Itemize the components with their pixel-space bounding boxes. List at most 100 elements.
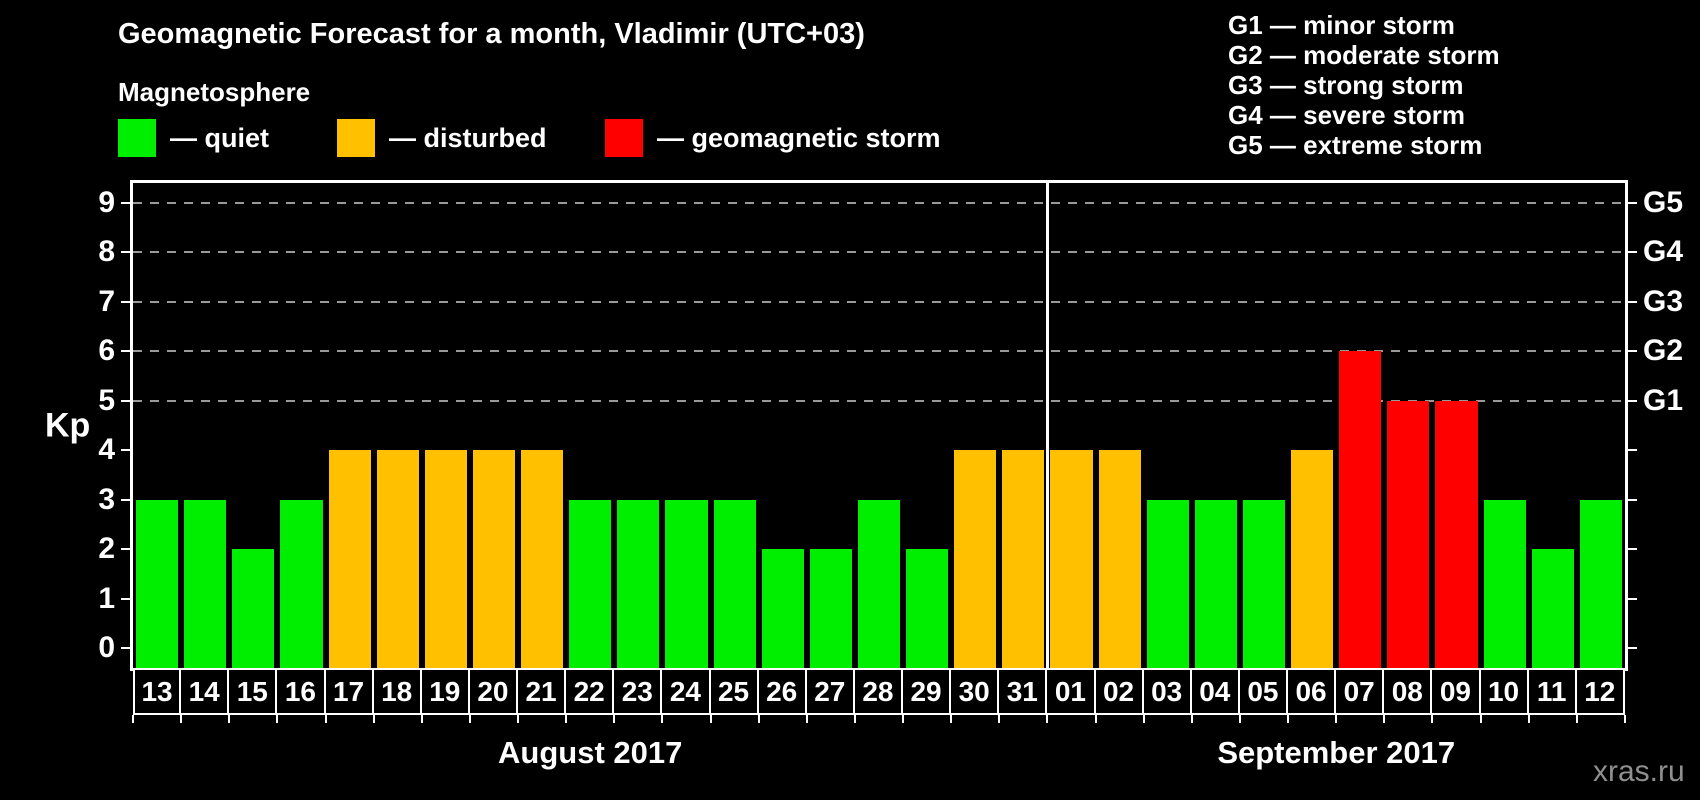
- kp-bar-day-10: [1483, 499, 1526, 668]
- gridline-kp8: [133, 251, 1625, 254]
- day-label-26: 26: [756, 668, 807, 715]
- legend-item-disturbed: — disturbed: [337, 119, 547, 157]
- kp-bar-day-07: [1339, 351, 1382, 668]
- g-scale-label-g5: G5: [1643, 185, 1684, 219]
- bottom-boundary-tick: [998, 715, 1001, 723]
- left-tick-kp3: [121, 498, 130, 501]
- kp-bar-day-05: [1242, 499, 1286, 668]
- kp-bar-day-15: [232, 549, 275, 668]
- bottom-boundary-tick: [468, 715, 471, 723]
- kp-bar-day-09: [1435, 400, 1478, 668]
- day-label-21: 21: [516, 668, 567, 715]
- bottom-boundary-tick: [853, 715, 856, 723]
- quiet-color-swatch: [118, 119, 156, 157]
- day-label-19: 19: [419, 668, 470, 715]
- kp-bar-day-02: [1098, 450, 1141, 668]
- bottom-boundary-tick: [228, 715, 231, 723]
- day-label-03: 03: [1141, 668, 1192, 715]
- day-label-28: 28: [852, 668, 903, 715]
- magnetosphere-subtitle: Magnetosphere: [118, 77, 311, 107]
- bottom-boundary-tick: [1527, 715, 1530, 723]
- day-label-09: 09: [1430, 668, 1481, 715]
- day-label-27: 27: [804, 668, 855, 715]
- day-label-31: 31: [997, 668, 1048, 715]
- day-label-20: 20: [467, 668, 518, 715]
- day-label-15: 15: [227, 668, 278, 715]
- day-label-30: 30: [949, 668, 1000, 715]
- left-tick-kp5: [121, 399, 130, 402]
- kp-bar-day-06: [1291, 450, 1334, 668]
- bottom-boundary-tick: [1190, 715, 1193, 723]
- kp-bar-day-25: [713, 499, 756, 668]
- kp-bar-day-30: [954, 450, 997, 668]
- day-label-row: 13 14 15 16 17 18 19 20 21 22 23 24 25 26 27 28 29 30 31 01…: [133, 668, 1625, 715]
- g5-legend-line: G5 — extreme storm: [1228, 130, 1483, 160]
- kp-bar-day-22: [569, 499, 612, 668]
- kp-bar-day-26: [761, 549, 804, 668]
- kp-bar-day-31: [1002, 450, 1045, 668]
- left-tick-kp9: [121, 201, 130, 204]
- right-tick-kp9: [1628, 201, 1637, 204]
- day-label-04: 04: [1189, 668, 1240, 715]
- g3-legend-line: G3 — strong storm: [1228, 70, 1464, 100]
- day-label-29: 29: [901, 668, 952, 715]
- y-tick-label-5: 5: [98, 383, 115, 417]
- day-label-10: 10: [1478, 668, 1529, 715]
- day-label-17: 17: [323, 668, 374, 715]
- day-label-06: 06: [1286, 668, 1337, 715]
- bottom-boundary-tick: [1624, 715, 1626, 723]
- y-tick-label-2: 2: [98, 532, 115, 566]
- kp-bar-day-21: [521, 450, 564, 668]
- left-tick-kp1: [121, 597, 130, 600]
- g-scale-legend: G1 — minor storm G2 — moderate storm G3 …: [1228, 10, 1500, 160]
- month-label-august: August 2017: [498, 735, 683, 770]
- bottom-boundary-tick: [950, 715, 953, 723]
- kp-bar-day-29: [906, 549, 949, 668]
- day-label-16: 16: [275, 668, 326, 715]
- g1-legend-line: G1 — minor storm: [1228, 10, 1455, 40]
- kp-bar-day-03: [1146, 499, 1189, 668]
- bottom-boundary-tick: [565, 715, 568, 723]
- bottom-boundary-tick: [372, 715, 375, 723]
- day-label-05: 05: [1237, 668, 1288, 715]
- kp-bar-day-08: [1387, 400, 1430, 668]
- watermark: xras.ru: [1593, 755, 1685, 788]
- bottom-boundary-tick: [517, 715, 520, 723]
- bottom-boundary-tick: [180, 715, 183, 723]
- bottom-boundary-tick: [902, 715, 905, 723]
- g-scale-label-g2: G2: [1643, 334, 1684, 368]
- day-label-08: 08: [1382, 668, 1433, 715]
- bottom-boundary-tick: [1575, 715, 1578, 723]
- y-tick-label-4: 4: [98, 433, 115, 467]
- bottom-boundary-tick: [805, 715, 808, 723]
- page-title: Geomagnetic Forecast for a month, Vladim…: [118, 18, 865, 50]
- left-tick-kp4: [121, 449, 130, 452]
- kp-bar-day-27: [809, 549, 852, 668]
- gridline-kp5: [133, 399, 1625, 402]
- right-tick-kp4: [1628, 449, 1637, 452]
- bottom-boundary-tick: [1335, 715, 1338, 723]
- bottom-boundary-tick: [1287, 715, 1290, 723]
- kp-bar-day-04: [1194, 499, 1237, 668]
- legend-item-quiet: — quiet: [118, 119, 269, 157]
- bottom-boundary-tick: [613, 715, 616, 723]
- gridline-kp7: [133, 300, 1625, 303]
- right-tick-kp7: [1628, 300, 1637, 303]
- y-tick-label-9: 9: [98, 185, 115, 219]
- right-tick-kp0: [1628, 647, 1637, 650]
- g2-legend-line: G2 — moderate storm: [1228, 40, 1500, 70]
- bottom-boundary-tick: [1142, 715, 1145, 723]
- day-label-23: 23: [612, 668, 663, 715]
- bottom-boundary-tick: [709, 715, 712, 723]
- kp-bar-day-13: [136, 499, 179, 668]
- kp-bar-day-11: [1531, 549, 1574, 668]
- bottom-boundary-tick: [1046, 715, 1049, 723]
- bottom-boundary-tick: [324, 715, 327, 723]
- gridline-kp6: [133, 350, 1625, 353]
- kp-bar-day-23: [617, 499, 660, 668]
- disturbed-color-swatch: [337, 119, 375, 157]
- y-tick-label-0: 0: [98, 631, 115, 665]
- legend-label-quiet: — quiet: [170, 122, 269, 153]
- g4-legend-line: G4 — severe storm: [1228, 100, 1466, 130]
- left-tick-kp0: [121, 647, 130, 650]
